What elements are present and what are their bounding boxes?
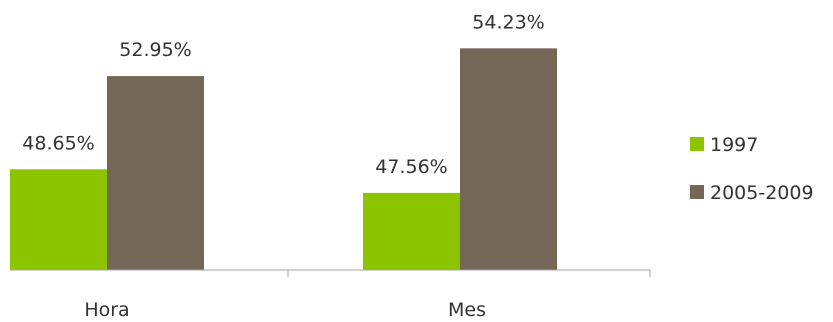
legend: 1997 2005-2009 xyxy=(690,134,814,204)
x-axis-tick-labels: Hora Mes xyxy=(84,299,486,321)
x-tick-label-mes: Mes xyxy=(448,299,486,321)
legend-label-1997: 1997 xyxy=(710,134,758,156)
legend-label-2005-2009: 2005-2009 xyxy=(710,182,814,204)
bar-mes-2005-2009 xyxy=(460,48,557,270)
x-tick-label-hora: Hora xyxy=(84,299,129,321)
legend-swatch-2005-2009 xyxy=(690,185,704,199)
bars-layer xyxy=(10,48,557,270)
data-label-hora-1997: 48.65% xyxy=(22,132,94,154)
legend-swatch-1997 xyxy=(690,137,704,151)
bar-hora-2005-2009 xyxy=(107,76,204,270)
data-label-mes-2005-2009: 54.23% xyxy=(472,11,544,33)
bar-mes-1997 xyxy=(363,192,460,270)
data-label-hora-2005-2009: 52.95% xyxy=(119,39,191,61)
data-label-mes-1997: 47.56% xyxy=(375,156,447,178)
bar-hora-1997 xyxy=(10,169,107,270)
data-labels-layer: 48.65% 52.95% 47.56% 54.23% xyxy=(22,11,544,178)
